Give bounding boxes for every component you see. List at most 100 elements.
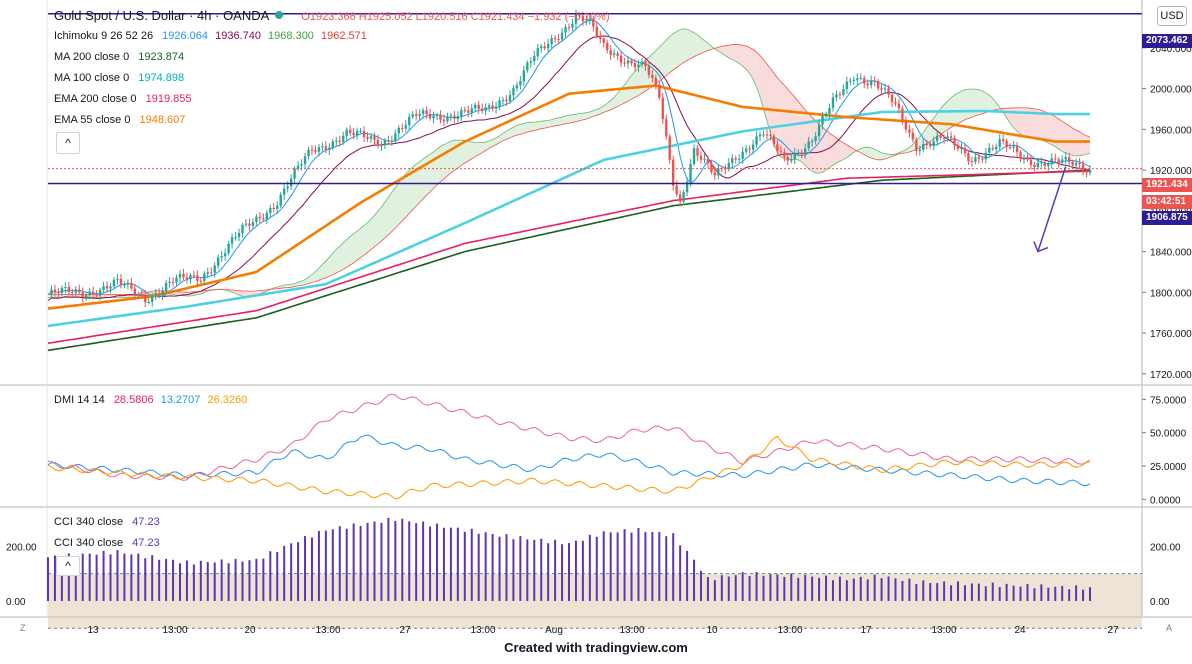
legend-ema55[interactable]: EMA 55 close 0 1948.607: [54, 114, 186, 126]
ichimoku-cloud-segment: [624, 80, 629, 104]
ichimoku-cloud-segment: [555, 117, 559, 126]
cci-bar: [880, 578, 883, 601]
zoom-mode-button[interactable]: Z: [20, 623, 26, 633]
ichimoku-cloud-segment: [353, 231, 358, 263]
candle-body: [303, 156, 307, 165]
candle-body: [984, 152, 987, 160]
ichimoku-cloud-segment: [940, 104, 945, 135]
candle-body: [1005, 140, 1008, 148]
cci-bar: [227, 563, 230, 601]
cci-bar: [47, 557, 49, 601]
candle-body: [1043, 162, 1047, 167]
ichimoku-cloud-segment: [523, 122, 528, 134]
candle-body: [1050, 158, 1053, 164]
candle-body: [824, 113, 828, 117]
candle-body: [401, 127, 404, 129]
candle-body: [543, 46, 546, 49]
ichimoku-cloud-segment: [805, 109, 809, 169]
candle-body: [196, 275, 199, 281]
cci-bar: [449, 527, 452, 601]
ichimoku-cloud-segment: [322, 260, 326, 279]
collapse-legend-button[interactable]: ^: [56, 132, 80, 154]
candle-body: [526, 62, 529, 71]
ichimoku-cloud-segment: [808, 113, 813, 172]
candle-body: [585, 21, 588, 23]
candle-body: [432, 115, 435, 119]
candle-body: [1088, 169, 1092, 173]
cci-bar: [1061, 585, 1064, 601]
cci-bar: [185, 560, 188, 601]
cci-bar: [53, 555, 56, 601]
candle-body: [609, 50, 612, 55]
candle-body: [439, 114, 442, 120]
ichimoku-cloud-segment: [902, 149, 906, 154]
legend-dmi[interactable]: DMI 14 14 28.5806 13.2707 26.3260: [54, 394, 248, 406]
candle-body: [699, 155, 703, 160]
cci-bar: [720, 575, 723, 601]
ichimoku-cloud-segment: [1024, 107, 1028, 138]
candle-body: [995, 146, 998, 150]
ichimoku-cloud-segment: [1027, 107, 1031, 139]
candle-body: [682, 192, 685, 202]
candle-body: [373, 136, 376, 140]
cci-bar: [220, 559, 223, 601]
legend-ma200[interactable]: MA 200 close 0 1923.874: [54, 51, 185, 63]
collapse-cci-legend-button[interactable]: ^: [56, 556, 80, 576]
legend-ichimoku[interactable]: Ichimoku 9 26 52 26 1926.064 1936.740 19…: [54, 30, 367, 42]
candle-body: [588, 18, 592, 22]
candle-body: [168, 281, 171, 283]
cci-bar: [651, 532, 654, 601]
candle-body: [953, 137, 956, 146]
time-tick-label: 24: [1014, 625, 1026, 636]
cci-bar: [283, 545, 286, 601]
ichimoku-cloud-segment: [1055, 116, 1059, 149]
ichimoku-cloud-segment: [440, 144, 444, 182]
symbol-header[interactable]: Gold Spot / U.S. Dollar · 4h · OANDA O192…: [54, 8, 610, 23]
cci-bar: [102, 550, 105, 601]
ichimoku-cloud-segment: [259, 290, 264, 294]
candle-body: [974, 157, 977, 162]
candle-body: [192, 275, 196, 277]
cci-bar: [887, 576, 890, 601]
cci-bar: [1089, 587, 1091, 601]
ichimoku-cloud-segment: [492, 137, 497, 147]
candle-body: [418, 113, 421, 116]
cci-bar: [338, 526, 341, 601]
candle-body: [529, 61, 532, 63]
auto-scale-button[interactable]: A: [1166, 623, 1173, 633]
ichimoku-cloud-segment: [881, 152, 886, 160]
cci-bar: [901, 580, 904, 601]
candle-body: [637, 64, 640, 68]
ichimoku-cloud-segment: [589, 110, 594, 118]
legend-cci-2[interactable]: CCI 340 close 47.23: [54, 537, 160, 549]
candle-body: [918, 149, 922, 151]
cci-bar: [67, 553, 70, 601]
candle-body: [783, 152, 786, 158]
candle-body: [678, 194, 682, 202]
ichimoku-cloud-segment: [419, 159, 424, 203]
candle-body: [835, 94, 838, 98]
legend-ema200[interactable]: EMA 200 close 0 1919.855: [54, 93, 192, 105]
currency-button[interactable]: USD: [1157, 6, 1187, 26]
candle-body: [963, 148, 967, 154]
ichimoku-cloud-segment: [461, 140, 465, 166]
ichimoku-cloud-segment: [822, 127, 827, 173]
candle-body: [408, 116, 411, 126]
time-tick-label: 17: [860, 625, 872, 636]
candle-body: [845, 81, 849, 89]
legend-ma100[interactable]: MA 100 close 0 1974.898: [54, 72, 185, 84]
ichimoku-cloud-segment: [367, 219, 372, 253]
ichimoku-cloud-segment: [905, 147, 910, 153]
ichimoku-cloud-segment: [287, 284, 292, 288]
candle-body: [977, 157, 981, 159]
cci-bar: [470, 528, 473, 601]
ichimoku-cloud-segment: [572, 114, 576, 123]
legend-cci-1[interactable]: CCI 340 close 47.23: [54, 516, 160, 528]
cci-bar: [359, 525, 362, 601]
candle-body: [335, 140, 338, 142]
ichimoku-cloud-segment: [721, 45, 726, 56]
time-tick-label: 13:00: [315, 625, 340, 636]
candle-body: [842, 88, 845, 95]
candle-body: [817, 124, 821, 137]
